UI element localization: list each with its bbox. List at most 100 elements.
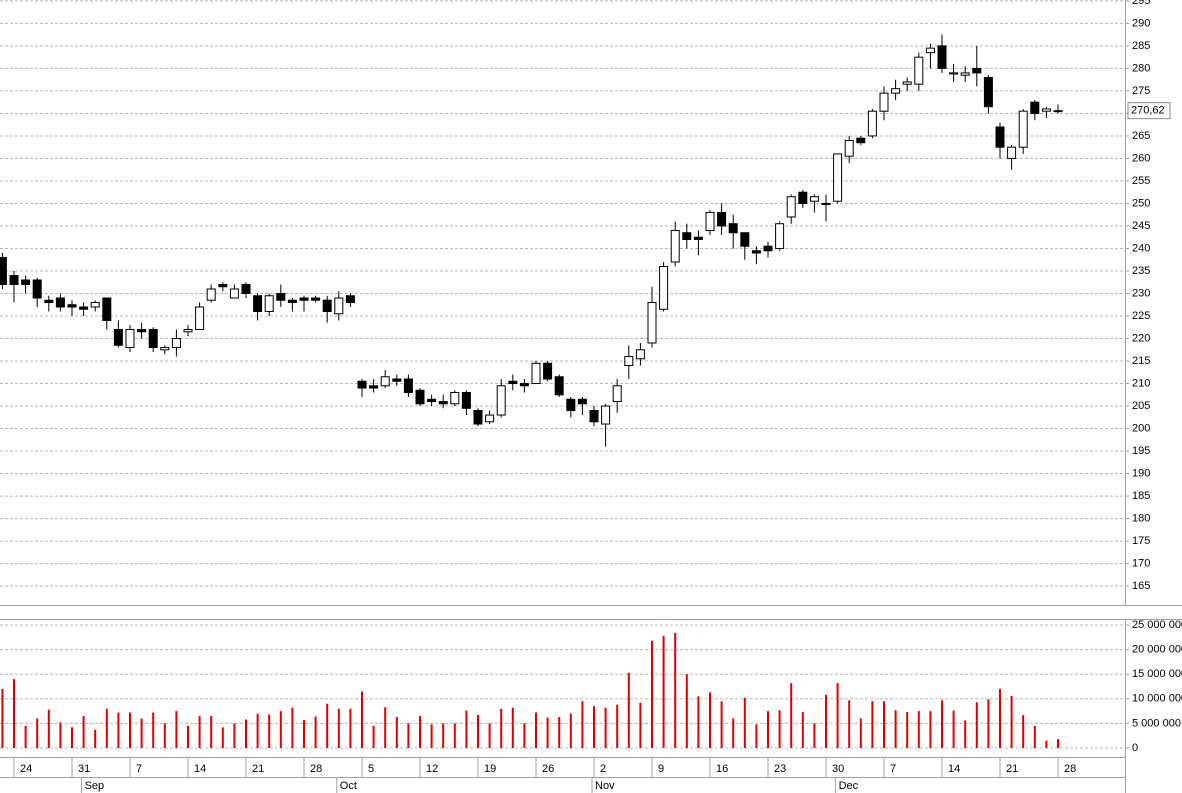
- candle-body: [554, 376, 564, 396]
- candle-body: [1030, 101, 1040, 114]
- y-tick-label: 165: [1132, 580, 1150, 592]
- candle-body: [357, 380, 367, 389]
- candle-body: [763, 245, 773, 252]
- candle-body: [125, 329, 135, 349]
- x-tick-label: 31: [78, 763, 90, 775]
- y-tick-label: 210: [1132, 377, 1150, 389]
- candle-body: [218, 283, 228, 288]
- candle-body: [427, 398, 437, 403]
- candle-body: [798, 191, 808, 204]
- candle-body: [322, 299, 332, 313]
- x-tick-label: 9: [658, 763, 664, 775]
- x-tick-label: 14: [194, 763, 206, 775]
- candle-body: [403, 378, 413, 394]
- candle-body: [160, 347, 170, 351]
- candle-body: [635, 349, 645, 360]
- y-tick-label: 0: [1132, 742, 1138, 754]
- candle-body: [670, 229, 680, 263]
- candle-body: [171, 338, 181, 349]
- candle-body: [102, 297, 112, 322]
- candle-body: [450, 392, 460, 405]
- x-tick-label: 28: [310, 763, 322, 775]
- candle-body: [345, 295, 355, 304]
- candle-body: [833, 153, 843, 202]
- y-tick-label: 260: [1132, 152, 1150, 164]
- y-tick-label: 10 000 000: [1132, 693, 1182, 705]
- candle-body: [415, 389, 425, 405]
- y-tick-label: 180: [1132, 512, 1150, 524]
- candle-body: [577, 398, 587, 405]
- x-tick-label: 21: [1006, 763, 1018, 775]
- y-tick-label: 170: [1132, 557, 1150, 569]
- x-tick-label: 24: [20, 763, 32, 775]
- y-tick-label: 275: [1132, 85, 1150, 97]
- candle-body: [519, 383, 529, 387]
- candle-body: [206, 288, 216, 301]
- candle-body: [392, 378, 402, 382]
- x-tick-label: 14: [948, 763, 960, 775]
- candle-body: [508, 380, 518, 385]
- month-label: Oct: [340, 780, 357, 792]
- candle-body: [461, 392, 471, 409]
- candle-body: [740, 232, 750, 247]
- candle-body: [809, 196, 819, 202]
- candle-body: [902, 81, 912, 85]
- x-tick-label: 30: [832, 763, 844, 775]
- candle-body: [299, 297, 309, 301]
- candle-body: [1053, 110, 1063, 113]
- candle-body: [311, 297, 321, 301]
- candle-body: [148, 329, 158, 349]
- candle-body: [241, 283, 251, 294]
- candle-body: [287, 299, 297, 304]
- candle-body: [195, 306, 205, 331]
- candle-body: [0, 256, 7, 285]
- y-tick-label: 230: [1132, 287, 1150, 299]
- candle-body: [32, 279, 42, 299]
- candle-body: [624, 356, 634, 367]
- candle-body: [879, 92, 889, 112]
- candle-body: [67, 304, 77, 308]
- candle-body: [659, 265, 669, 310]
- candle-body: [728, 223, 738, 234]
- month-label: Dec: [839, 780, 859, 792]
- candle-body: [1041, 108, 1051, 112]
- candle-body: [264, 295, 274, 313]
- y-tick-label: 215: [1132, 355, 1150, 367]
- candle-body: [925, 47, 935, 54]
- candle-body: [21, 279, 31, 285]
- candle-body: [960, 72, 970, 76]
- candle-body: [786, 196, 796, 218]
- x-tick-label: 12: [426, 763, 438, 775]
- x-tick-label: 26: [542, 763, 554, 775]
- candle-body: [55, 297, 65, 308]
- candle-body: [253, 295, 263, 313]
- candle-body: [589, 410, 599, 423]
- y-tick-label: 245: [1132, 220, 1150, 232]
- y-tick-label: 255: [1132, 175, 1150, 187]
- y-tick-label: 185: [1132, 490, 1150, 502]
- x-tick-label: 21: [252, 763, 264, 775]
- candle-body: [543, 362, 553, 380]
- candle-body: [79, 306, 89, 310]
- candle-body: [1007, 146, 1017, 159]
- candle-body: [9, 274, 19, 285]
- candle-body: [612, 385, 622, 403]
- candle-body: [891, 88, 901, 94]
- y-tick-label: 290: [1132, 17, 1150, 29]
- y-tick-label: 285: [1132, 40, 1150, 52]
- x-tick-label: 28: [1064, 763, 1076, 775]
- candle-body: [705, 211, 715, 231]
- candle-body: [229, 288, 239, 299]
- candle-body: [334, 297, 344, 315]
- x-tick-label: 16: [716, 763, 728, 775]
- candle-body: [937, 45, 947, 69]
- candle-body: [485, 414, 495, 423]
- y-tick-label: 25 000 000: [1132, 619, 1182, 631]
- candle-body: [995, 126, 1005, 148]
- x-tick-label: 19: [484, 763, 496, 775]
- candle-body: [183, 329, 193, 333]
- y-tick-label: 240: [1132, 242, 1150, 254]
- x-tick-label: 23: [774, 763, 786, 775]
- y-tick-label: 265: [1132, 130, 1150, 142]
- candle-body: [113, 329, 123, 346]
